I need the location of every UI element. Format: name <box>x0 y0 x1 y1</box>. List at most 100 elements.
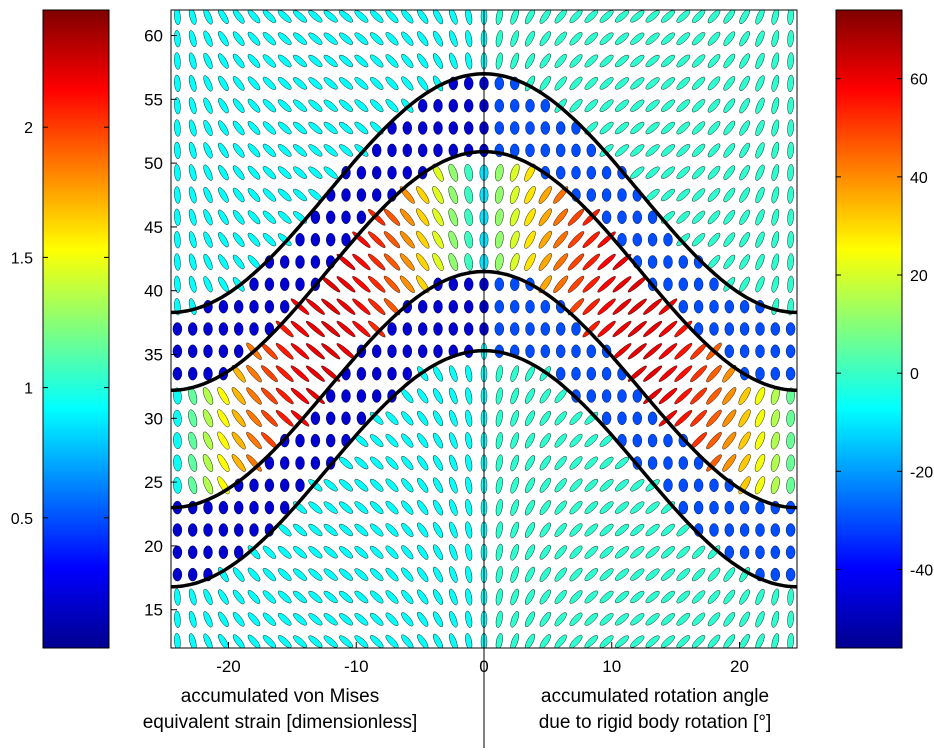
strain-ellipse <box>510 322 520 336</box>
strain-ellipse <box>754 431 766 450</box>
strain-ellipse <box>418 121 428 135</box>
strain-ellipse <box>277 590 292 604</box>
strain-ellipse <box>787 97 794 115</box>
strain-ellipse <box>339 590 353 604</box>
strain-ellipse <box>233 300 244 314</box>
strain-ellipse <box>354 590 369 604</box>
strain-ellipse <box>723 634 736 648</box>
strain-ellipse <box>678 500 688 515</box>
strain-ellipse <box>787 253 794 271</box>
strain-ellipse <box>739 209 750 225</box>
strain-ellipse <box>538 208 552 227</box>
strain-ellipse <box>494 230 504 249</box>
strain-ellipse <box>571 367 581 381</box>
strain-ellipse <box>556 344 566 358</box>
strain-ellipse <box>277 612 292 626</box>
strain-ellipse <box>630 10 645 23</box>
strain-ellipse <box>770 545 780 559</box>
strain-ellipse <box>553 186 569 204</box>
strain-ellipse <box>676 210 691 224</box>
strain-ellipse <box>399 231 415 249</box>
strain-ellipse <box>290 365 310 382</box>
strain-ellipse <box>218 500 229 515</box>
strain-ellipse <box>174 74 181 93</box>
strain-ellipse <box>464 76 474 91</box>
strain-ellipse <box>202 454 214 472</box>
strain-ellipse <box>787 164 794 182</box>
strain-ellipse <box>556 121 566 135</box>
strain-ellipse <box>661 166 675 179</box>
strain-ellipse <box>449 52 458 70</box>
strain-ellipse <box>369 501 384 515</box>
strain-ellipse <box>339 10 353 23</box>
strain-ellipse <box>232 165 245 180</box>
strain-ellipse <box>247 143 261 158</box>
strain-ellipse <box>739 545 750 559</box>
strain-ellipse <box>433 75 443 92</box>
strain-ellipse <box>433 121 443 135</box>
strain-ellipse <box>723 232 736 247</box>
strain-ellipse <box>739 187 750 203</box>
strain-ellipse <box>339 32 353 45</box>
strain-ellipse <box>188 30 197 48</box>
strain-ellipse <box>569 612 583 626</box>
strain-ellipse <box>495 566 503 584</box>
strain-ellipse <box>336 276 356 293</box>
strain-ellipse <box>433 322 443 336</box>
strain-ellipse <box>770 431 780 450</box>
y-tick-label: 25 <box>144 473 163 492</box>
strain-ellipse <box>433 455 443 471</box>
left-caption-line1: accumulated von Mises <box>180 686 380 707</box>
strain-ellipse <box>755 367 765 381</box>
strain-ellipse <box>615 523 629 537</box>
strain-ellipse <box>432 253 444 271</box>
strain-ellipse <box>417 544 429 560</box>
strain-ellipse <box>308 10 323 23</box>
right-caption: accumulated rotation angle due to rigid … <box>500 684 810 736</box>
strain-ellipse <box>416 208 430 227</box>
strain-ellipse <box>739 589 750 605</box>
strain-ellipse <box>674 365 693 382</box>
strain-ellipse <box>786 409 795 427</box>
strain-ellipse <box>417 433 429 448</box>
strain-ellipse <box>540 121 550 135</box>
y-tick-label: 30 <box>144 409 163 428</box>
strain-ellipse <box>661 635 675 648</box>
strain-ellipse <box>678 277 688 291</box>
strain-ellipse <box>247 188 261 202</box>
strain-ellipse <box>645 54 660 68</box>
strain-ellipse <box>218 53 229 69</box>
strain-ellipse <box>465 409 473 427</box>
strain-ellipse <box>569 500 583 515</box>
strain-ellipse <box>293 10 307 23</box>
strain-ellipse <box>630 32 645 45</box>
strain-ellipse <box>172 367 183 381</box>
strain-ellipse <box>232 232 245 247</box>
strain-ellipse <box>630 166 645 179</box>
strain-ellipse <box>494 277 504 291</box>
strain-ellipse <box>341 210 351 225</box>
strain-ellipse <box>275 410 294 427</box>
strain-ellipse <box>692 99 706 113</box>
strain-ellipse <box>584 478 599 492</box>
strain-ellipse <box>449 365 458 382</box>
strain-ellipse <box>369 456 384 470</box>
strain-ellipse <box>539 611 551 627</box>
strain-ellipse <box>418 322 428 336</box>
strain-ellipse <box>277 77 292 90</box>
strain-ellipse <box>510 121 520 135</box>
strain-ellipse <box>571 322 581 336</box>
strain-ellipse <box>525 410 535 427</box>
strain-ellipse <box>464 121 474 135</box>
strain-ellipse <box>553 275 569 293</box>
strain-ellipse <box>356 188 367 202</box>
strain-ellipse <box>385 612 399 626</box>
strain-ellipse <box>569 10 583 24</box>
strain-ellipse <box>402 121 412 135</box>
strain-ellipse <box>385 567 399 582</box>
strain-ellipse <box>399 186 415 204</box>
strain-ellipse <box>554 31 567 46</box>
strain-ellipse <box>233 344 244 358</box>
strain-ellipse <box>417 567 429 582</box>
strain-ellipse <box>755 322 765 336</box>
